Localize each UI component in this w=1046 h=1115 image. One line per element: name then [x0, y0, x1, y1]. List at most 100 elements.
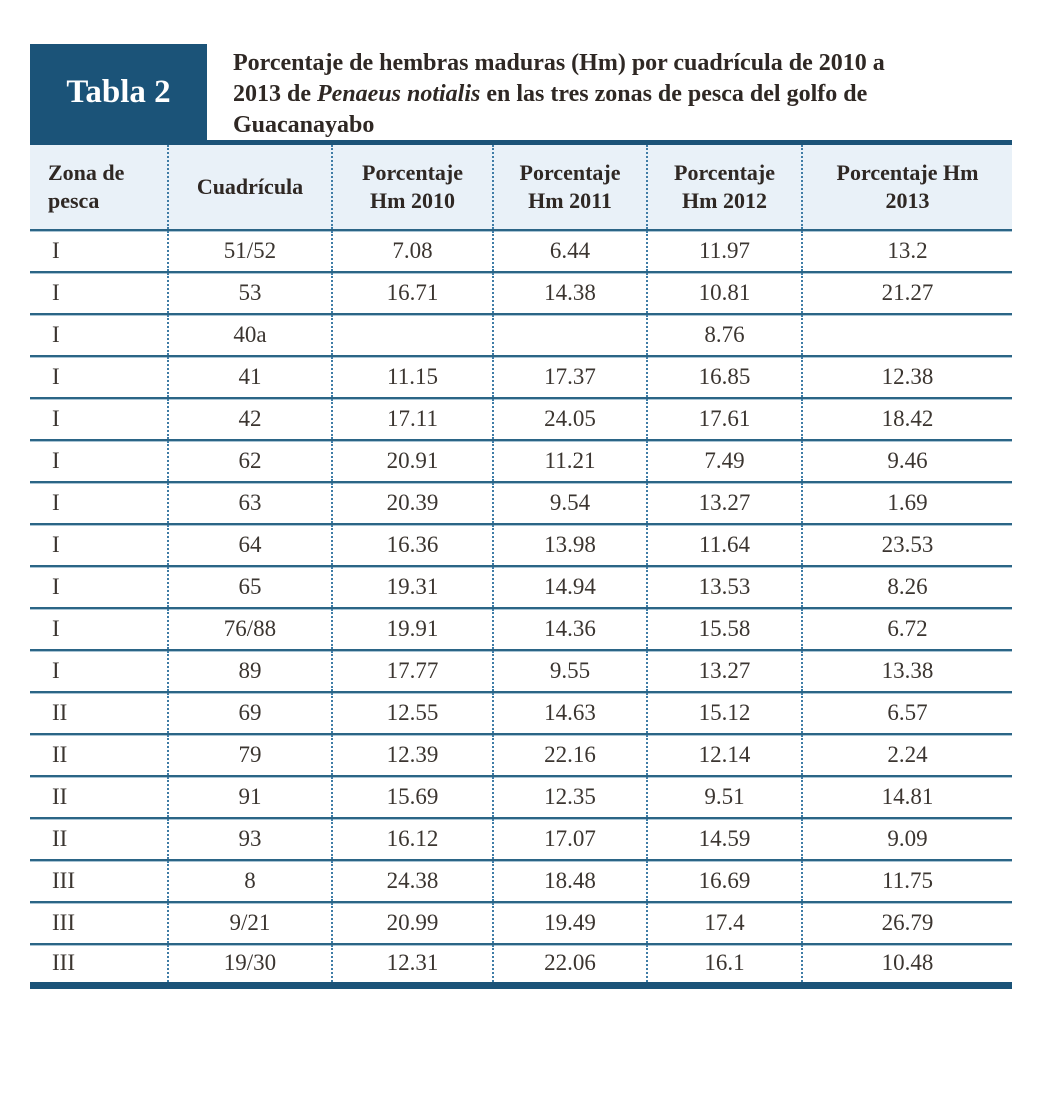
- data-table: Zona de pesca Cuadrícula Porcentaje Hm 2…: [30, 140, 1012, 989]
- cell-porcentaje-hm-2013: 21.27: [801, 270, 1012, 314]
- cell-cuadricula: 79: [167, 732, 332, 776]
- cell-porcentaje-hm-2011: [492, 312, 647, 356]
- table-caption-block: Tabla 2 Porcentaje de hembras maduras (H…: [30, 44, 1046, 140]
- cell-porcentaje-hm-2013: [801, 312, 1012, 356]
- table-title-prefix: Porcentaje de hembras maduras (Hm) por c…: [233, 50, 885, 107]
- table-row: I 51/52 7.08 6.44 11.97 13.2: [30, 228, 1012, 272]
- cell-zona-de-pesca: I: [30, 522, 168, 566]
- cell-cuadricula: 19/30: [167, 942, 332, 986]
- cell-zona-de-pesca: I: [30, 606, 168, 650]
- cell-porcentaje-hm-2011: 14.94: [492, 564, 647, 608]
- cell-porcentaje-hm-2010: 24.38: [331, 858, 493, 902]
- table-row: III 9/21 20.99 19.49 17.4 26.79: [30, 900, 1012, 944]
- table-header: Zona de pesca Cuadrícula Porcentaje Hm 2…: [30, 142, 1012, 230]
- column-header-porcentaje-hm-2010: Porcentaje Hm 2010: [331, 142, 493, 230]
- table-title-species: Penaeus notialis: [317, 81, 481, 107]
- cell-porcentaje-hm-2010: 16.12: [331, 816, 493, 860]
- table-row: I 65 19.31 14.94 13.53 8.26: [30, 564, 1012, 608]
- cell-porcentaje-hm-2011: 17.07: [492, 816, 647, 860]
- cell-porcentaje-hm-2010: 20.99: [331, 900, 493, 944]
- cell-porcentaje-hm-2011: 14.38: [492, 270, 647, 314]
- table-title-suffix: en las tres zonas de pesca del golfo de …: [233, 81, 868, 138]
- table-row: III 19/30 12.31 22.06 16.1 10.48: [30, 942, 1012, 986]
- cell-porcentaje-hm-2012: 16.1: [646, 942, 802, 986]
- table-label-box: Tabla 2: [30, 44, 207, 140]
- cell-porcentaje-hm-2011: 24.05: [492, 396, 647, 440]
- cell-cuadricula: 64: [167, 522, 332, 566]
- cell-porcentaje-hm-2012: 12.14: [646, 732, 802, 776]
- cell-cuadricula: 53: [167, 270, 332, 314]
- cell-cuadricula: 89: [167, 648, 332, 692]
- cell-porcentaje-hm-2010: 15.69: [331, 774, 493, 818]
- table-row: I 62 20.91 11.21 7.49 9.46: [30, 438, 1012, 482]
- cell-porcentaje-hm-2013: 6.57: [801, 690, 1012, 734]
- table-row: I 63 20.39 9.54 13.27 1.69: [30, 480, 1012, 524]
- cell-porcentaje-hm-2010: 20.91: [331, 438, 493, 482]
- cell-cuadricula: 9/21: [167, 900, 332, 944]
- cell-porcentaje-hm-2013: 12.38: [801, 354, 1012, 398]
- cell-porcentaje-hm-2013: 6.72: [801, 606, 1012, 650]
- cell-porcentaje-hm-2012: 7.49: [646, 438, 802, 482]
- table-row: II 93 16.12 17.07 14.59 9.09: [30, 816, 1012, 860]
- cell-zona-de-pesca: I: [30, 354, 168, 398]
- cell-porcentaje-hm-2010: 12.55: [331, 690, 493, 734]
- cell-porcentaje-hm-2012: 17.4: [646, 900, 802, 944]
- cell-porcentaje-hm-2012: 16.85: [646, 354, 802, 398]
- cell-zona-de-pesca: II: [30, 816, 168, 860]
- cell-porcentaje-hm-2010: [331, 312, 493, 356]
- cell-cuadricula: 42: [167, 396, 332, 440]
- cell-zona-de-pesca: I: [30, 270, 168, 314]
- cell-zona-de-pesca: I: [30, 228, 168, 272]
- cell-porcentaje-hm-2011: 9.55: [492, 648, 647, 692]
- table-label: Tabla 2: [66, 73, 171, 110]
- table-body: I 51/52 7.08 6.44 11.97 13.2 I 53 16.71 14.38 10.8…: [30, 228, 1012, 986]
- cell-cuadricula: 76/88: [167, 606, 332, 650]
- cell-cuadricula: 51/52: [167, 228, 332, 272]
- cell-porcentaje-hm-2012: 15.12: [646, 690, 802, 734]
- cell-porcentaje-hm-2010: 16.71: [331, 270, 493, 314]
- cell-zona-de-pesca: I: [30, 438, 168, 482]
- cell-porcentaje-hm-2013: 10.48: [801, 942, 1012, 986]
- cell-porcentaje-hm-2013: 13.2: [801, 228, 1012, 272]
- cell-porcentaje-hm-2010: 7.08: [331, 228, 493, 272]
- cell-porcentaje-hm-2013: 11.75: [801, 858, 1012, 902]
- cell-zona-de-pesca: III: [30, 858, 168, 902]
- cell-cuadricula: 69: [167, 690, 332, 734]
- table-title: Porcentaje de hembras maduras (Hm) por c…: [233, 44, 913, 141]
- table-row: III 8 24.38 18.48 16.69 11.75: [30, 858, 1012, 902]
- cell-zona-de-pesca: II: [30, 690, 168, 734]
- cell-cuadricula: 8: [167, 858, 332, 902]
- table-row: II 79 12.39 22.16 12.14 2.24: [30, 732, 1012, 776]
- cell-porcentaje-hm-2013: 9.09: [801, 816, 1012, 860]
- column-header-porcentaje-hm-2013: Porcentaje Hm 2013: [801, 142, 1012, 230]
- table-row: I 76/88 19.91 14.36 15.58 6.72: [30, 606, 1012, 650]
- cell-zona-de-pesca: I: [30, 564, 168, 608]
- cell-porcentaje-hm-2011: 22.06: [492, 942, 647, 986]
- cell-porcentaje-hm-2010: 17.77: [331, 648, 493, 692]
- cell-porcentaje-hm-2011: 14.36: [492, 606, 647, 650]
- cell-zona-de-pesca: I: [30, 312, 168, 356]
- cell-porcentaje-hm-2010: 20.39: [331, 480, 493, 524]
- column-header-porcentaje-hm-2012: Porcentaje Hm 2012: [646, 142, 802, 230]
- cell-porcentaje-hm-2011: 12.35: [492, 774, 647, 818]
- table-row: I 89 17.77 9.55 13.27 13.38: [30, 648, 1012, 692]
- cell-porcentaje-hm-2013: 9.46: [801, 438, 1012, 482]
- cell-porcentaje-hm-2012: 17.61: [646, 396, 802, 440]
- cell-porcentaje-hm-2011: 14.63: [492, 690, 647, 734]
- cell-cuadricula: 40a: [167, 312, 332, 356]
- cell-porcentaje-hm-2011: 17.37: [492, 354, 647, 398]
- cell-porcentaje-hm-2011: 22.16: [492, 732, 647, 776]
- cell-porcentaje-hm-2011: 6.44: [492, 228, 647, 272]
- cell-porcentaje-hm-2011: 19.49: [492, 900, 647, 944]
- cell-porcentaje-hm-2013: 23.53: [801, 522, 1012, 566]
- cell-porcentaje-hm-2012: 13.27: [646, 648, 802, 692]
- cell-porcentaje-hm-2011: 9.54: [492, 480, 647, 524]
- cell-porcentaje-hm-2012: 9.51: [646, 774, 802, 818]
- table-row: I 64 16.36 13.98 11.64 23.53: [30, 522, 1012, 566]
- cell-porcentaje-hm-2010: 17.11: [331, 396, 493, 440]
- cell-zona-de-pesca: II: [30, 732, 168, 776]
- cell-porcentaje-hm-2013: 18.42: [801, 396, 1012, 440]
- cell-cuadricula: 65: [167, 564, 332, 608]
- cell-zona-de-pesca: I: [30, 396, 168, 440]
- cell-porcentaje-hm-2012: 11.64: [646, 522, 802, 566]
